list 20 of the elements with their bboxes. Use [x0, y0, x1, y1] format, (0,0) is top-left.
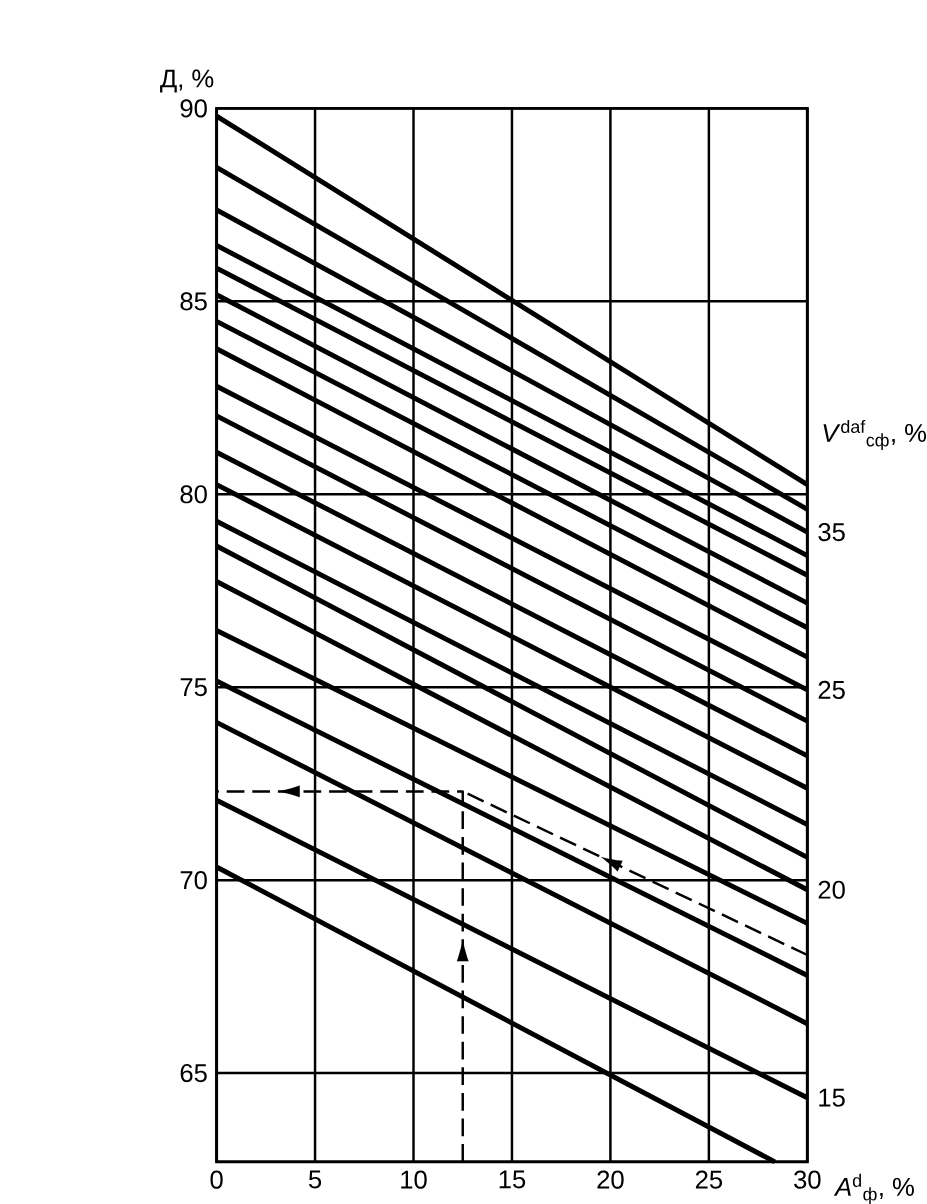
x-tick-label: 0: [210, 1170, 223, 1189]
series-label: 20: [818, 880, 845, 899]
y-tick-label: 90: [180, 99, 207, 118]
y-axis-title: Д, %: [160, 69, 214, 93]
series-label: 15: [819, 1088, 845, 1107]
series-label: 35: [818, 523, 845, 542]
y-tick-label: 70: [180, 871, 207, 890]
x-tick-label: 5: [308, 1170, 322, 1189]
y-tick-label: 65: [180, 1064, 207, 1083]
series-label: 25: [818, 680, 845, 699]
x-tick-label: 15: [499, 1170, 526, 1189]
x-tick-label: 25: [695, 1170, 723, 1189]
x-tick-label: 30: [794, 1170, 821, 1189]
x-axis-title: A$^{d}$$_{ф}$, %: [833, 1173, 914, 1204]
x-tick-label: 10: [401, 1170, 427, 1189]
text: V$^{daf}$$_{сф}$, %: [823, 419, 927, 451]
y-tick-label: 85: [180, 292, 207, 311]
y-tick-label: 80: [180, 485, 207, 504]
x-tick-label: 20: [597, 1170, 624, 1189]
y-tick-label: 75: [180, 678, 207, 697]
